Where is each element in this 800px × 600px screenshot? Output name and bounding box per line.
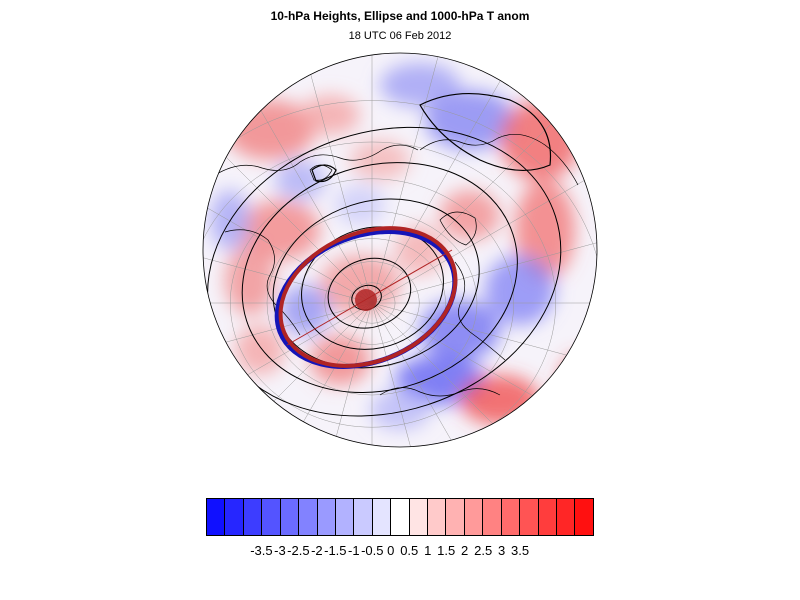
- coastline: [309, 164, 333, 181]
- colorbar: [206, 498, 594, 536]
- colorbar-cell: [483, 499, 502, 535]
- anomaly-patch: [280, 285, 330, 335]
- lat-lon-grid: [203, 53, 597, 447]
- meridian-line: [371, 142, 597, 304]
- vortex-centroid: [355, 289, 377, 311]
- colorbar-cell: [575, 499, 593, 535]
- colorbar-cell: [391, 499, 410, 535]
- colorbar-cell: [280, 499, 300, 535]
- colorbar-cell: [317, 499, 336, 535]
- meridian-line: [203, 76, 373, 304]
- meridian-line: [371, 302, 597, 447]
- colorbar-tick-label: -2: [311, 543, 323, 558]
- colorbar-cell: [538, 499, 558, 535]
- colorbar-tick-label: -0.5: [361, 543, 384, 558]
- colorbar-tick-label: -1: [348, 543, 360, 558]
- vortex-ellipse-red: [278, 226, 458, 368]
- map-title: 10-hPa Heights, Ellipse and 1000-hPa T a…: [270, 9, 530, 23]
- colorbar-cell: [464, 499, 484, 535]
- coastline: [224, 229, 301, 336]
- meridian-line: [203, 142, 373, 304]
- colorbar-cell: [335, 499, 355, 535]
- colorbar-cell: [520, 499, 539, 535]
- height-contour: [311, 164, 337, 183]
- colorbar-cell: [354, 499, 373, 535]
- meridian-line: [371, 302, 597, 387]
- colorbar-labels: -3.5 -3 -2.5 -2 -1.5 -1 -0.5 0 0.5 1 1.5 2 2.5 3 3.5: [0, 543, 800, 563]
- globe-outline: [202, 52, 598, 448]
- anomaly-patch: [370, 390, 430, 430]
- meridian-line: [288, 302, 373, 447]
- colorbar-tick-label: -1.5: [324, 543, 347, 558]
- colorbar-cell: [372, 499, 392, 535]
- map-subtitle: 18 UTC 06 Feb 2012: [348, 30, 452, 42]
- colorbar-cell: [409, 499, 429, 535]
- colorbar-tick-label: 2.5: [474, 543, 493, 558]
- height-contour: [301, 226, 444, 350]
- anomaly-patch: [485, 255, 555, 325]
- colorbar-tick-label: 0.5: [400, 543, 419, 558]
- anomaly-patch: [300, 95, 360, 135]
- coastlines: [214, 133, 579, 397]
- anomaly-patch: [350, 140, 410, 180]
- anomaly-patch: [380, 63, 460, 107]
- vortex-ellipses: [274, 226, 458, 369]
- colorbar-cell: [207, 499, 226, 535]
- anomaly-patch: [225, 245, 275, 315]
- colorbar-tick-label: 2: [461, 543, 469, 558]
- meridian-line: [371, 302, 456, 447]
- meridian-line: [288, 53, 373, 304]
- colorbar-cell: [428, 499, 447, 535]
- anomaly-patch: [320, 255, 400, 315]
- colorbar-tick-label: -3.5: [250, 543, 273, 558]
- coastline: [214, 144, 419, 176]
- anomaly-patch: [310, 335, 370, 385]
- colorbar-tick-label: 3.5: [511, 543, 530, 558]
- colorbar-tick-label: 0: [387, 543, 395, 558]
- anomaly-patch: [515, 180, 575, 280]
- colorbar-cell: [243, 499, 263, 535]
- meridian-line: [371, 302, 597, 447]
- colorbar-tick-label: 1.5: [437, 543, 456, 558]
- colorbar-cell: [262, 499, 281, 535]
- polar-map: [202, 52, 598, 448]
- colorbar-tick-label: 3: [497, 543, 506, 558]
- anomaly-patch: [335, 185, 385, 225]
- height-contour: [419, 93, 552, 172]
- anomaly-patch: [240, 200, 320, 260]
- colorbar-tick-label: 1: [424, 543, 432, 558]
- meridian-line: [371, 53, 456, 304]
- colorbar-tick-label: -2.5: [287, 543, 310, 558]
- meridian-line: [371, 219, 597, 304]
- height-contour: [241, 162, 518, 394]
- meridian-line: [203, 219, 373, 304]
- colorbar-cell: [299, 499, 318, 535]
- colorbar-cell: [446, 499, 465, 535]
- colorbar-cell: [501, 499, 521, 535]
- anomaly-patch: [425, 90, 515, 150]
- colorbar-cell: [225, 499, 244, 535]
- colorbar-cell: [557, 499, 576, 535]
- anomaly-patch: [560, 355, 597, 405]
- colorbar-tick-label: -3: [274, 543, 286, 558]
- coastline: [439, 211, 477, 246]
- height-contour: [327, 257, 412, 329]
- coastline: [454, 261, 506, 361]
